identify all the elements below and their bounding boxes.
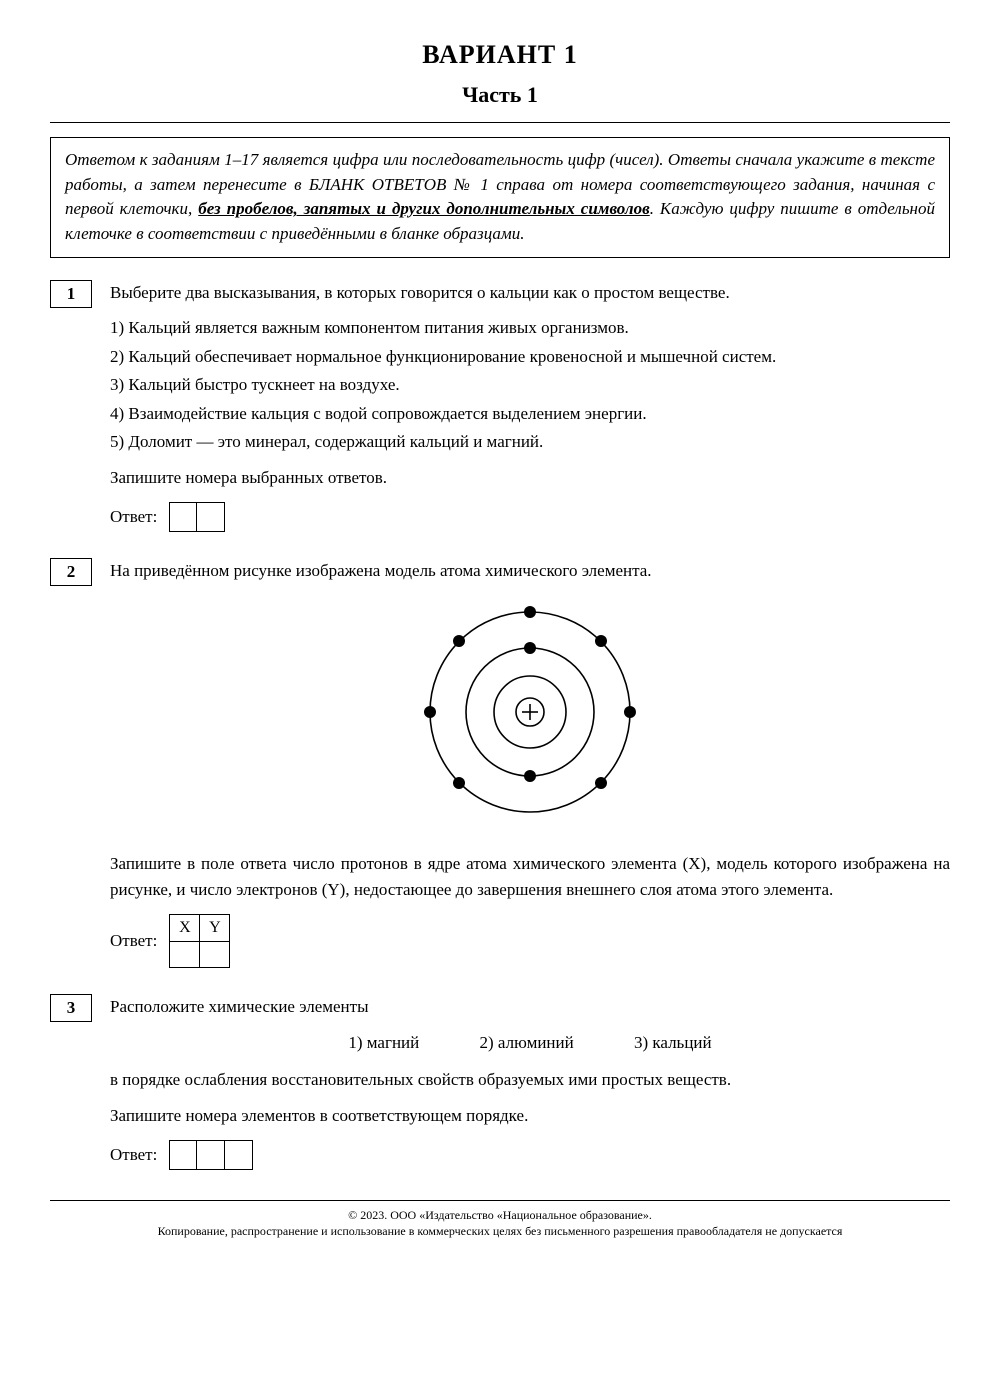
answer-cell[interactable] <box>225 1140 253 1170</box>
answer-label: Ответ: <box>110 928 157 954</box>
atom-svg <box>410 602 650 822</box>
task-number-box: 3 <box>50 994 92 1022</box>
answer-label: Ответ: <box>110 504 157 530</box>
option-item: 2) Кальций обеспечивает нормальное функц… <box>110 344 950 370</box>
xy-header-x: X <box>170 915 200 942</box>
footer: © 2023. ООО «Издательство «Национальное … <box>50 1200 950 1239</box>
xy-cell[interactable] <box>200 942 230 968</box>
xy-cell[interactable] <box>170 942 200 968</box>
task-tail: Запишите в поле ответа число протонов в … <box>110 851 950 902</box>
task-body: На приведённом рисунке изображена модель… <box>110 558 950 968</box>
copyright-line-1: © 2023. ООО «Издательство «Национальное … <box>50 1207 950 1223</box>
inline-option: 3) кальций <box>634 1033 712 1052</box>
option-item: 4) Взаимодействие кальция с водой сопров… <box>110 401 950 427</box>
task-number-box: 1 <box>50 280 92 308</box>
answer-cell[interactable] <box>197 502 225 532</box>
atom-diagram <box>110 602 950 830</box>
instruction-underlined: без пробелов, запятых и других дополните… <box>198 199 649 218</box>
option-item: 5) Доломит — это минерал, содержащий кал… <box>110 429 950 455</box>
page-title: ВАРИАНТ 1 <box>50 40 950 70</box>
task-prompt: Выберите два высказывания, в которых гов… <box>110 280 950 306</box>
section-subtitle: Часть 1 <box>50 82 950 108</box>
answer-cells[interactable] <box>169 502 225 532</box>
answer-cell[interactable] <box>169 502 197 532</box>
instruction-box: Ответом к заданиям 1–17 является цифра и… <box>50 137 950 258</box>
answer-row: Ответ: <box>110 1140 950 1170</box>
inline-option: 1) магний <box>348 1033 419 1052</box>
answer-row: Ответ: <box>110 502 950 532</box>
xy-header-y: Y <box>200 915 230 942</box>
answer-cell[interactable] <box>169 1140 197 1170</box>
task-prompt: На приведённом рисунке изображена модель… <box>110 558 950 584</box>
task-body: Расположите химические элементы 1) магни… <box>110 994 950 1170</box>
task-1: 1 Выберите два высказывания, в которых г… <box>50 280 950 533</box>
divider <box>50 122 950 123</box>
inline-options: 1) магний 2) алюминий 3) кальций <box>110 1030 950 1056</box>
task-tail: Запишите номера элементов в соответствую… <box>110 1103 950 1129</box>
answer-label: Ответ: <box>110 1142 157 1168</box>
task-3: 3 Расположите химические элементы 1) маг… <box>50 994 950 1170</box>
answer-row: Ответ: X Y <box>110 914 950 968</box>
task-tail: Запишите номера выбранных ответов. <box>110 465 950 491</box>
task-body: Выберите два высказывания, в которых гов… <box>110 280 950 533</box>
copyright-line-2: Копирование, распространение и использов… <box>50 1223 950 1239</box>
answer-cells[interactable] <box>169 1140 253 1170</box>
xy-answer-table[interactable]: X Y <box>169 914 230 968</box>
option-item: 3) Кальций быстро тускнеет на воздухе. <box>110 372 950 398</box>
task-line2: в порядке ослабления восстановительных с… <box>110 1067 950 1093</box>
option-list: 1) Кальций является важным компонентом п… <box>110 315 950 455</box>
option-item: 1) Кальций является важным компонентом п… <box>110 315 950 341</box>
inline-option: 2) алюминий <box>480 1033 574 1052</box>
task-2: 2 На приведённом рисунке изображена моде… <box>50 558 950 968</box>
task-prompt: Расположите химические элементы <box>110 994 950 1020</box>
answer-cell[interactable] <box>197 1140 225 1170</box>
task-number-box: 2 <box>50 558 92 586</box>
